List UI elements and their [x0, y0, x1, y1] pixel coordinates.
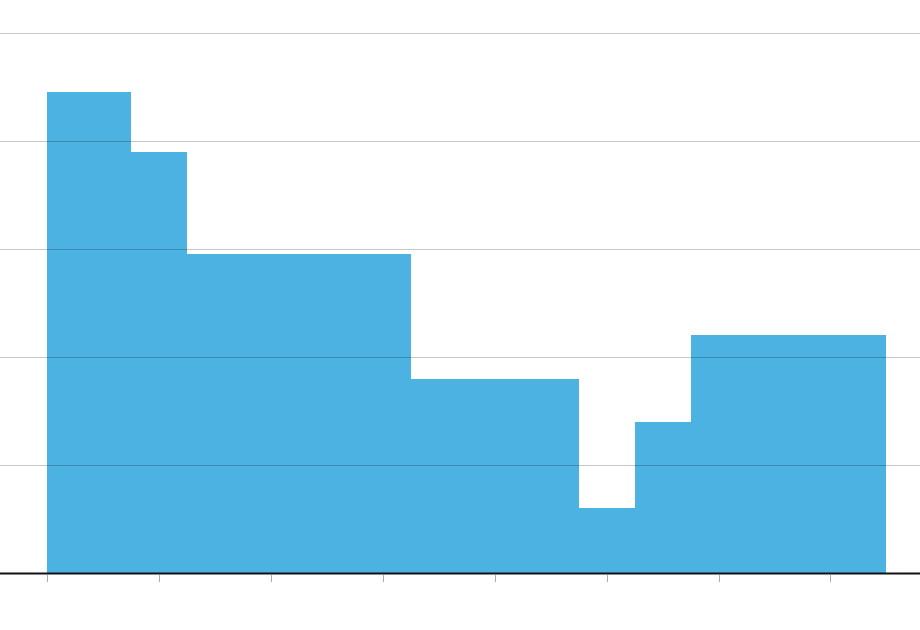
step-area-segment-6 [691, 335, 886, 573]
step-area-segment-4 [579, 508, 635, 573]
step-area-segment-2 [187, 254, 411, 573]
step-area-segment-0 [47, 92, 131, 573]
step-area-segment-5 [635, 422, 691, 573]
step-area-segment-3 [411, 379, 579, 573]
grid-layer [0, 33, 920, 466]
step-area-segment-1 [131, 152, 187, 573]
axis-layer [0, 572, 920, 582]
area-layer [47, 92, 886, 573]
